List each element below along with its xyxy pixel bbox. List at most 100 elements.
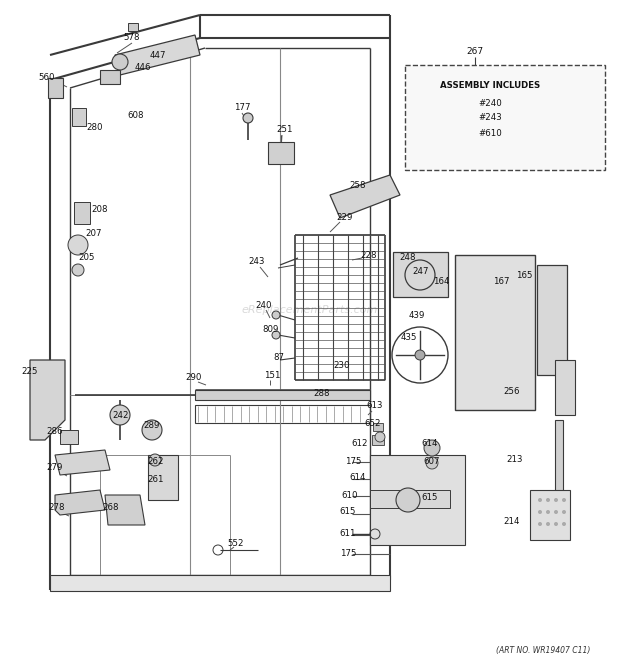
Text: 256: 256 (503, 387, 520, 397)
Circle shape (538, 510, 542, 514)
Circle shape (554, 510, 558, 514)
Circle shape (562, 498, 566, 502)
Text: 262: 262 (148, 457, 164, 467)
Bar (100, 70, 120, 84)
Text: 205: 205 (79, 254, 95, 262)
Text: 267: 267 (466, 48, 484, 56)
Text: 608: 608 (128, 110, 144, 120)
Text: 207: 207 (86, 229, 102, 239)
Text: 247: 247 (413, 266, 429, 276)
Bar (555, 420, 563, 505)
Text: 439: 439 (409, 311, 425, 321)
Circle shape (396, 488, 420, 512)
Polygon shape (55, 490, 105, 515)
Text: 251: 251 (277, 126, 293, 134)
Text: 167: 167 (493, 278, 509, 286)
Text: 165: 165 (516, 270, 532, 280)
Text: 208: 208 (92, 206, 108, 215)
Text: 447: 447 (150, 50, 166, 59)
Polygon shape (370, 490, 450, 508)
Text: #243: #243 (478, 114, 502, 122)
Circle shape (546, 522, 550, 526)
Circle shape (68, 235, 88, 255)
Text: 286: 286 (46, 426, 63, 436)
Text: 279: 279 (47, 463, 63, 473)
Polygon shape (330, 175, 400, 218)
Text: 268: 268 (103, 504, 119, 512)
Polygon shape (105, 495, 145, 525)
Text: 446: 446 (135, 63, 151, 73)
Text: (ART NO. WR19407 C11): (ART NO. WR19407 C11) (495, 646, 590, 654)
Bar (268, 142, 294, 164)
Text: 261: 261 (148, 475, 164, 485)
Text: #240: #240 (478, 98, 502, 108)
Circle shape (243, 113, 253, 123)
Circle shape (272, 331, 280, 339)
Text: 809: 809 (263, 325, 279, 334)
Bar (74, 202, 90, 224)
Text: 607: 607 (423, 457, 440, 465)
Text: 87: 87 (273, 354, 285, 362)
Text: 278: 278 (49, 504, 65, 512)
Text: 288: 288 (314, 389, 330, 397)
Circle shape (546, 498, 550, 502)
Text: 615: 615 (422, 494, 438, 502)
Circle shape (272, 311, 280, 319)
Text: 228: 228 (361, 251, 377, 260)
Text: 652: 652 (365, 418, 381, 428)
Text: 560: 560 (38, 73, 55, 83)
Bar (370, 455, 465, 545)
Circle shape (110, 405, 130, 425)
Bar (455, 255, 535, 410)
Text: 258: 258 (350, 180, 366, 190)
Text: 578: 578 (124, 34, 140, 42)
Polygon shape (30, 360, 65, 440)
Circle shape (538, 498, 542, 502)
Bar (148, 455, 178, 500)
Text: 611: 611 (340, 529, 356, 539)
Text: 435: 435 (401, 334, 417, 342)
Text: 280: 280 (87, 124, 104, 132)
Bar (405, 65, 605, 170)
Circle shape (554, 498, 558, 502)
Circle shape (72, 264, 84, 276)
Text: 225: 225 (22, 368, 38, 377)
Text: 175: 175 (340, 549, 356, 559)
Circle shape (415, 350, 425, 360)
Text: 151: 151 (264, 371, 280, 379)
Bar (195, 390, 370, 400)
Circle shape (538, 522, 542, 526)
Text: 289: 289 (144, 420, 160, 430)
Circle shape (562, 510, 566, 514)
Text: 613: 613 (367, 401, 383, 410)
Bar (530, 490, 570, 540)
Bar (60, 430, 78, 444)
Circle shape (424, 440, 440, 456)
Bar (372, 435, 384, 445)
Bar (393, 252, 448, 297)
Circle shape (142, 420, 162, 440)
Text: ASSEMBLY INCLUDES: ASSEMBLY INCLUDES (440, 81, 540, 89)
Text: 242: 242 (113, 410, 129, 420)
Text: 614: 614 (350, 473, 366, 483)
Bar (537, 265, 567, 375)
Circle shape (562, 522, 566, 526)
Bar (555, 360, 575, 415)
Bar (195, 405, 370, 423)
Circle shape (546, 510, 550, 514)
Bar (128, 23, 138, 31)
Circle shape (426, 457, 438, 469)
Circle shape (554, 522, 558, 526)
Bar (48, 78, 63, 98)
Text: eReplacementParts.com: eReplacementParts.com (242, 305, 378, 315)
Text: 552: 552 (228, 539, 244, 547)
Circle shape (375, 432, 385, 442)
Text: 175: 175 (345, 457, 361, 465)
Bar (373, 423, 383, 431)
Text: 615: 615 (340, 508, 356, 516)
Text: 290: 290 (186, 373, 202, 383)
Text: 213: 213 (507, 455, 523, 465)
Text: 614: 614 (422, 440, 438, 449)
Text: 230: 230 (334, 362, 350, 371)
Circle shape (112, 54, 128, 70)
